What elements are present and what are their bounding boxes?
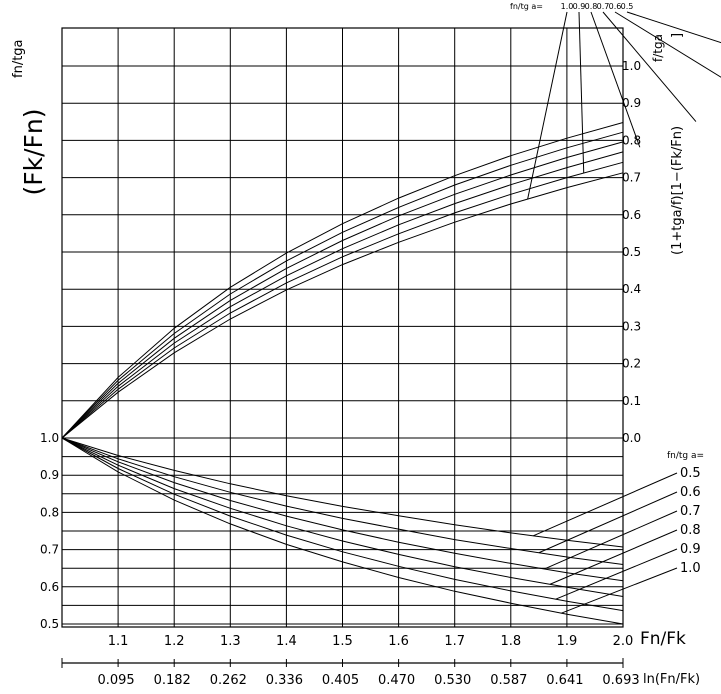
secondary-x-tick-label: 0.336 [266,673,303,688]
left-upper-axis-label: (Fk/Fn) [19,108,48,195]
lower-legend-entry: 0.6 [680,485,701,500]
lower-curve-0.8 [61,437,624,597]
left-y-tick-label: 1.0 [40,431,59,445]
right-upper-axis-exponent: f/tga [651,34,665,62]
x-axis-secondary-label: ln(Fn/Fk) [643,672,700,687]
x-tick-label: 1.4 [276,634,297,649]
upper-curve-0.7 [61,141,624,439]
left-upper-axis-exponent: fn/tga [11,39,26,78]
x-tick-label: 1.8 [500,634,521,649]
lower-leader-line [561,567,678,614]
upper-leader-line [527,11,568,200]
left-y-tick-label: 0.8 [40,505,59,519]
right-y-tick-label: 0.7 [622,171,641,185]
lower-curve-1.0 [61,437,624,625]
upper-legend-entry: 0.5 [621,2,634,11]
secondary-x-tick-label: 0.587 [490,673,527,688]
lower-legend-entry: 0.9 [680,542,701,557]
legend-leader-lines [527,11,721,614]
right-upper-axis-label: (1+tga/f)[1−(Fk/Fn) [670,126,685,255]
upper-curve-0.5 [61,122,624,439]
lower-legend-entry: 1.0 [680,561,701,576]
upper-curve-0.8 [61,151,624,439]
x-tick-label: 1.2 [164,634,185,649]
x-tick-label: 1.9 [557,634,578,649]
left-y-tick-label: 0.9 [40,468,59,482]
x-axis-label: Fn/Fk [640,629,686,649]
x-tick-label: 1.3 [220,634,241,649]
right-y-tick-label: 0.0 [622,431,641,445]
upper-curve-1.0 [61,172,624,439]
secondary-x-tick-label: 0.641 [546,673,583,688]
upper-curve-0.6 [61,131,624,439]
upper-leader-line [578,11,585,174]
lower-curve-0.6 [61,437,624,565]
upper-leader-line [626,11,721,44]
secondary-x-tick-label: 0.470 [378,673,415,688]
right-y-tick-label: 0.4 [622,282,641,296]
upper-legend-entry: 0.9 [573,2,586,11]
right-y-tick-label: 0.2 [622,357,641,371]
right-y-tick-label: 0.5 [622,245,641,259]
grid [62,28,623,627]
secondary-x-tick-label: 0.530 [434,673,471,688]
upper-legend-entry: 0.7 [597,2,610,11]
left-y-tick-label: 0.5 [40,617,59,631]
right-y-tick-label: 0.3 [622,319,641,333]
lower-legend-title: fn/tg a= [667,451,704,461]
left-y-tick-label: 0.7 [40,543,59,557]
lower-legend-entry: 0.5 [680,466,701,481]
secondary-x-tick-label: 0.095 [97,673,134,688]
upper-leader-line [602,11,697,122]
lower-legend: 0.5 0.6 0.7 0.8 0.9 1.0 [680,466,701,576]
x-tick-label: 1.5 [332,634,353,649]
right-y-tick-label: 0.6 [622,208,641,222]
upper-leader-line [614,11,721,78]
left-y-tick-label: 0.6 [40,580,59,594]
upper-legend-entry: 0.6 [609,2,622,11]
x-tick-label: 1.6 [388,634,409,649]
secondary-x-tick-label: 0.182 [154,673,191,688]
lower-curve-0.5 [61,437,624,548]
lower-legend-entry: 0.8 [680,523,701,538]
upper-legend-title: fn/tg a= [510,2,543,11]
lower-curves [61,437,624,625]
upper-legend-entry: 1.0 [561,2,574,11]
lower-leader-line [544,510,678,570]
plot-border [61,27,624,628]
secondary-x-tick-label: 0.405 [322,673,359,688]
right-y-tick-label: 0.1 [622,394,641,408]
lower-leader-line [555,548,678,600]
lower-legend-entry: 0.7 [680,504,701,519]
right-y-tick-label: 1.0 [622,59,641,73]
upper-legend-entry: 0.8 [585,2,598,11]
secondary-x-tick-label: 0.693 [602,673,639,688]
upper-leader-line [590,11,641,148]
x-tick-label: 2.0 [613,634,634,649]
x-tick-label: 1.1 [108,634,129,649]
upper-legend: 1.0 0.9 0.8 0.7 0.6 0.5 [561,2,634,11]
lower-curve-0.7 [61,437,624,582]
lower-leader-line [538,491,678,554]
right-y-tick-label: 0.8 [622,133,641,147]
lower-leader-line [533,472,678,537]
tick-labels: 1.1 1.2 1.3 1.4 1.5 1.6 1.7 1.8 1.9 2.0 0.095 0.182… [40,59,641,688]
secondary-x-tick-label: 0.262 [210,673,247,688]
right-y-tick-label: 0.9 [622,96,641,110]
lower-leader-line [549,529,678,585]
x-tick-label: 1.7 [444,634,465,649]
lower-curve-0.9 [61,437,624,612]
right-upper-axis-bracket: ] [670,33,685,38]
